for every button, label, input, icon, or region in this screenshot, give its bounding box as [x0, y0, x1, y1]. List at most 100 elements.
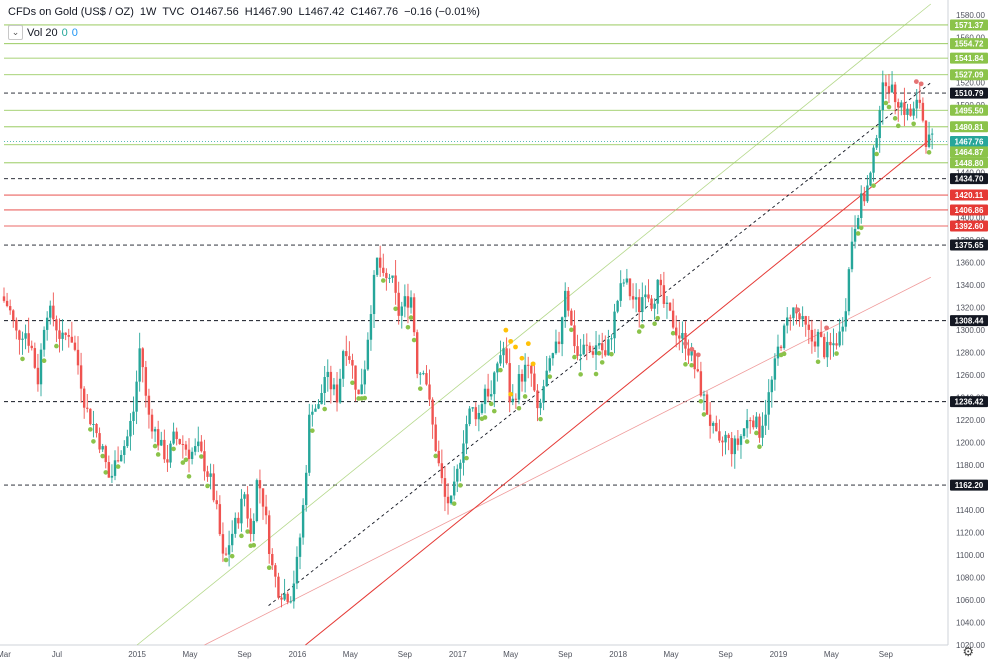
candle-body: [554, 341, 558, 354]
candle-body: [542, 386, 545, 403]
candle-body: [64, 332, 67, 336]
candle-body: [206, 471, 209, 477]
price-label-tag[interactable]: [950, 204, 988, 216]
candle-body: [452, 481, 456, 496]
indicator-dot: [199, 454, 204, 459]
candle-body: [264, 506, 268, 516]
candle-body: [856, 217, 860, 229]
candle-body: [653, 303, 656, 309]
candle-body: [126, 436, 129, 447]
candle-body: [610, 338, 613, 340]
indicator-dot: [513, 344, 518, 350]
candle-body: [835, 343, 838, 346]
x-tick-label: Sep: [398, 650, 413, 659]
candle-body: [203, 451, 206, 472]
price-label: 1571.37: [955, 21, 984, 30]
price-label-tag[interactable]: [950, 173, 988, 185]
price-label-tag[interactable]: [950, 104, 988, 116]
indicator-dot: [411, 337, 417, 343]
price-label-tag[interactable]: [950, 315, 988, 327]
indicator-dot: [103, 470, 109, 475]
candle-body: [708, 414, 712, 426]
indicator-dot: [525, 341, 531, 347]
candle-body: [366, 339, 370, 370]
candle-body: [178, 439, 181, 444]
price-label-tag[interactable]: [950, 220, 988, 232]
gear-icon[interactable]: ⚙: [962, 644, 974, 659]
price-label-tag[interactable]: [950, 121, 988, 133]
candle-body: [539, 402, 542, 409]
candle-body: [628, 278, 632, 297]
candle-body: [631, 296, 635, 300]
candle-body: [517, 373, 521, 400]
candle-body: [246, 494, 249, 519]
candle-body: [551, 353, 555, 359]
price-label-tag[interactable]: [950, 38, 988, 50]
interval[interactable]: 1W: [139, 6, 157, 18]
price-label-tag[interactable]: [950, 479, 988, 491]
indicator-dot: [239, 533, 244, 539]
candle-body: [816, 331, 820, 347]
candle-body: [209, 473, 212, 477]
volume-label[interactable]: Vol 20: [27, 26, 58, 39]
price-label-tag[interactable]: [950, 69, 988, 81]
volume-legend: ⌄ Vol 20 0 0: [8, 25, 78, 40]
candle-body: [132, 411, 135, 421]
candle-body: [332, 384, 336, 390]
price-label-tag[interactable]: [950, 157, 988, 169]
candle-body: [394, 275, 397, 293]
indicator-dot: [405, 324, 411, 330]
x-tick-label: 2017: [449, 650, 467, 659]
indicator-dot: [115, 464, 121, 469]
price-label-tag[interactable]: [950, 135, 988, 147]
price-label: 1162.20: [955, 481, 984, 490]
indicator-dot: [91, 439, 96, 444]
candle-body: [363, 369, 366, 385]
candle-body: [792, 307, 795, 319]
candle-body: [283, 593, 286, 600]
indicator-dot: [458, 483, 463, 488]
indicator-dot: [229, 553, 235, 559]
candle-body: [523, 364, 527, 382]
candle-body: [647, 294, 650, 299]
price-label-tag[interactable]: [950, 146, 988, 158]
candle-body: [881, 82, 885, 111]
candle-body: [286, 593, 289, 602]
candle-body: [668, 302, 672, 311]
symbol-name[interactable]: CFDs on Gold (US$ / OZ): [8, 6, 134, 18]
candle-body: [490, 394, 493, 397]
candle-body: [240, 498, 243, 524]
indicator-dot: [569, 327, 574, 333]
candle-body: [875, 138, 878, 148]
price-label: 1527.09: [955, 71, 984, 80]
candle-body: [585, 344, 588, 346]
candle-body: [98, 433, 101, 450]
indicator-dot: [393, 306, 398, 312]
price-label-tag[interactable]: [950, 189, 988, 201]
y-tick-label: 1200.00: [956, 439, 985, 448]
chevron-down-icon[interactable]: ⌄: [8, 25, 23, 40]
candle-body: [872, 147, 875, 173]
price-label-tag[interactable]: [950, 52, 988, 64]
price-label: 1495.50: [955, 106, 984, 115]
indicator-dot: [670, 330, 676, 336]
candle-body: [866, 185, 869, 202]
candle-body: [61, 332, 64, 339]
indicator-dot: [417, 386, 423, 391]
candle-body: [884, 82, 888, 87]
candle-body: [357, 389, 360, 395]
price-label-tag[interactable]: [950, 19, 988, 31]
trend-line[interactable]: [204, 276, 931, 646]
x-tick-label: 2018: [609, 650, 627, 659]
price-label-tag[interactable]: [950, 87, 988, 99]
candle-body: [468, 408, 471, 425]
trend-line[interactable]: [305, 138, 932, 646]
x-tick-label: 2015: [128, 650, 146, 659]
price-label-tag[interactable]: [950, 396, 988, 408]
candle-body: [221, 534, 225, 554]
price-label: 1406.86: [955, 206, 984, 215]
price-label-tag[interactable]: [950, 239, 988, 251]
candle-body: [693, 350, 696, 370]
